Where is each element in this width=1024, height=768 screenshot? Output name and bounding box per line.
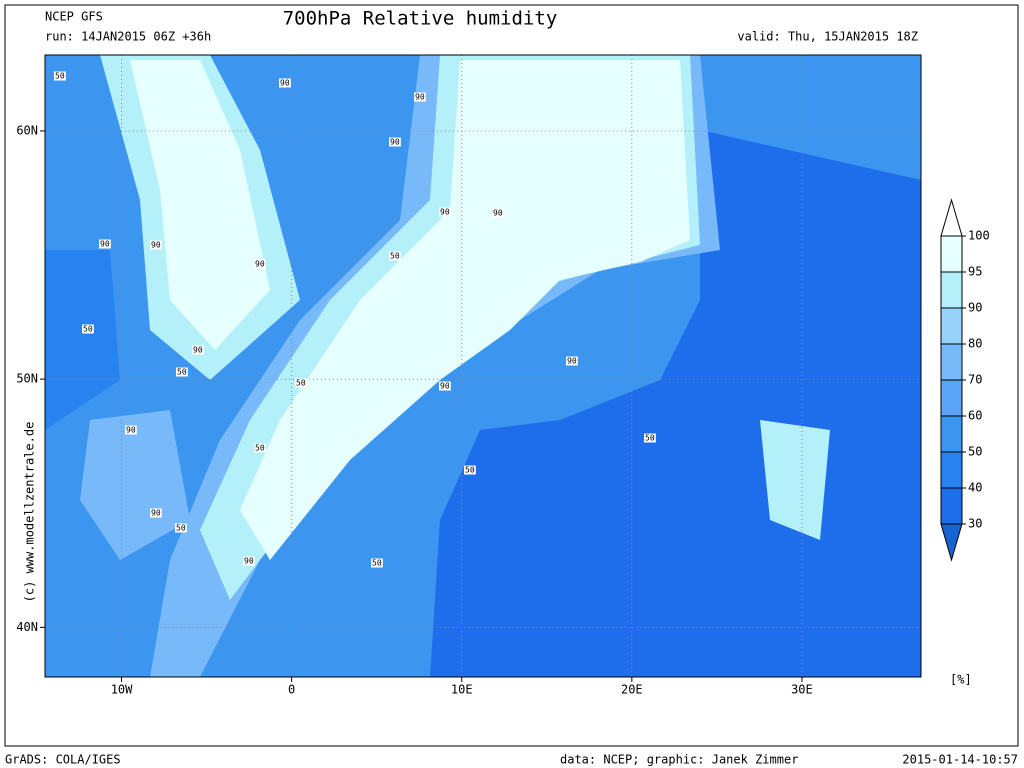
contour-label: 90 <box>193 346 203 355</box>
contour-label: 90 <box>100 240 110 249</box>
contour-label: 90 <box>255 260 265 269</box>
contour-label-bg <box>175 523 187 533</box>
x-tick-label: 30E <box>791 683 813 697</box>
field-wet <box>130 60 270 350</box>
field-dry <box>45 250 120 430</box>
colorbar-label: 50 <box>968 445 982 459</box>
colorbar-swatch <box>940 451 963 489</box>
contour-label-bg <box>176 367 188 377</box>
contour-label: 90 <box>151 241 161 250</box>
colorbar-arrow-top <box>940 198 963 237</box>
contour-label-bg <box>54 71 66 81</box>
contour-label: 50 <box>55 72 65 81</box>
contour-label-bg <box>464 465 476 475</box>
field-dry <box>430 130 921 677</box>
title: 700hPa Relative humidity <box>283 8 558 30</box>
x-tick-label: 20E <box>621 683 643 697</box>
contour-label-bg <box>279 78 291 88</box>
contour-label: 50 <box>255 444 265 453</box>
contour-label: 50 <box>296 379 306 388</box>
contour-label: 90 <box>151 509 161 518</box>
x-tick-label: 0 <box>288 683 295 697</box>
run: run: 14JAN2015 06Z +36h <box>45 30 211 44</box>
y-tick-label: 40N <box>16 620 38 634</box>
contour-label: 90 <box>415 93 425 102</box>
colorbar-label: 100 <box>968 229 990 243</box>
valid: valid: Thu, 15JAN2015 18Z <box>737 30 918 44</box>
contour-label: 90 <box>244 557 254 566</box>
contour-label: 90 <box>440 208 450 217</box>
contour-labels: 50 90 90 90 90 90 50 90 90 50 50 90 90 5… <box>54 71 656 568</box>
colorbar-label: 30 <box>968 517 982 531</box>
x-tick-label: 10E <box>451 683 473 697</box>
footer-center: data: NCEP; graphic: Janek Zimmer <box>560 753 798 767</box>
colorbar-label: 70 <box>968 373 982 387</box>
contour-label-bg <box>254 259 266 269</box>
contour-label-bg <box>99 239 111 249</box>
colorbar-label: 80 <box>968 337 982 351</box>
colorbar-swatch <box>940 379 963 417</box>
contour-label-bg <box>295 378 307 388</box>
contour-label: 90 <box>126 426 136 435</box>
colorbar-swatch <box>940 235 963 273</box>
contour-label: 90 <box>280 79 290 88</box>
x-tick-label: 10W <box>111 683 133 697</box>
contour-label: 50 <box>390 252 400 261</box>
y-tick-label: 50N <box>16 372 38 386</box>
contour-label: 50 <box>83 325 93 334</box>
contour-label-bg <box>439 207 451 217</box>
contour-label-bg <box>389 251 401 261</box>
contour-label-bg <box>644 433 656 443</box>
colorbar-arrow-bottom <box>940 523 963 562</box>
field-wet <box>240 60 690 560</box>
contour-label: 90 <box>493 209 503 218</box>
contour-label-bg <box>371 558 383 568</box>
colorbar-label: 40 <box>968 481 982 495</box>
contour-label-bg <box>414 92 426 102</box>
contour-label-bg <box>254 443 266 453</box>
contour-label: 50 <box>177 368 187 377</box>
colorbar: 100 95 90 80 70 60 50 40 30 <box>940 198 990 562</box>
graticule: 10W 0 10E 20E 30E 40N 50N 60N <box>16 55 921 697</box>
field-moist <box>80 410 190 560</box>
contour-label: 50 <box>465 466 475 475</box>
footer-left: GrADS: COLA/IGES <box>5 753 121 767</box>
contour-label-bg <box>243 556 255 566</box>
contour-label: 50 <box>372 559 382 568</box>
contour-label: 50 <box>176 524 186 533</box>
frame <box>4 4 1019 747</box>
colorbar-swatch <box>940 343 963 381</box>
contour-label-bg <box>389 137 401 147</box>
colorbar-swatch <box>940 271 963 309</box>
colorbar-swatch <box>940 415 963 453</box>
colorbar-unit: [%] <box>950 673 972 687</box>
colorbar-label: 90 <box>968 301 982 315</box>
colorbar-label: 95 <box>968 265 982 279</box>
contour-label: 90 <box>440 382 450 391</box>
contour-label: 90 <box>390 138 400 147</box>
copyright: (c) www.modellzentrale.de <box>23 422 37 603</box>
contour-label-bg <box>439 381 451 391</box>
field-moist <box>760 420 830 540</box>
y-tick-label: 60N <box>16 123 38 137</box>
contour-label-bg <box>566 356 578 366</box>
contour-label: 50 <box>645 434 655 443</box>
map-border <box>44 54 922 678</box>
contour-label-bg <box>492 208 504 218</box>
contour-label-bg <box>192 345 204 355</box>
footer-right: 2015-01-14-10:57 <box>902 753 1018 767</box>
contour-label-bg <box>150 508 162 518</box>
colorbar-swatch <box>940 307 963 345</box>
contour-label-bg <box>125 425 137 435</box>
map-field <box>45 55 921 677</box>
contour-label: 90 <box>567 357 577 366</box>
colorbar-swatch <box>940 487 963 525</box>
model: NCEP GFS <box>45 10 103 24</box>
colorbar-label: 60 <box>968 409 982 423</box>
contour-label-bg <box>82 324 94 334</box>
contour-label-bg <box>150 240 162 250</box>
